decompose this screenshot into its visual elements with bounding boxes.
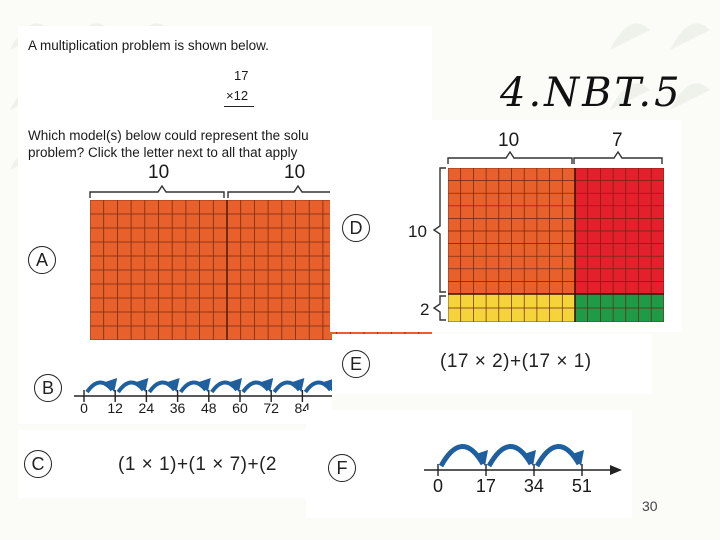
option-f-jump-arc (438, 444, 486, 468)
option-b-tick-label: 24 (138, 400, 155, 416)
question-line-1: Which model(s) below could represent the… (28, 128, 309, 143)
multiplier: ×12 (226, 88, 249, 103)
option-b-jump-arc (303, 380, 332, 394)
option-c-panel: C (1 × 1)+(1 × 7)+(2 (18, 430, 318, 498)
option-c-letter[interactable]: C (24, 450, 52, 478)
option-f-arrow-head (524, 450, 536, 466)
option-b-arrow-head (167, 378, 180, 392)
option-f-tick-label: 0 (432, 476, 443, 496)
option-a-label-right: 10 (284, 162, 306, 183)
option-b-jump-arc (85, 380, 114, 394)
option-b-arrow-head (198, 378, 211, 392)
option-f-arrow-head (572, 450, 584, 466)
option-b-jump-arc (147, 380, 177, 394)
option-b-arrow-head (261, 378, 274, 392)
option-f-tick-label: 51 (571, 476, 592, 496)
option-d-grid (448, 168, 664, 322)
option-b-tick-label: 12 (107, 400, 123, 416)
option-d-top-left: 10 (498, 130, 520, 151)
option-f-jump-arc (486, 444, 534, 468)
option-d-side-bottom: 2 (420, 300, 430, 319)
option-f-jump-arc (534, 444, 582, 468)
option-f-letter[interactable]: F (328, 454, 356, 482)
option-b-arrow-head (323, 379, 332, 392)
option-f-panel: F 0 17 34 51 (306, 410, 632, 518)
problem-underline (224, 106, 254, 107)
option-d-panel: 10 7 10 2 D (330, 120, 682, 332)
option-b-arrow-head (230, 378, 242, 392)
option-a-label-left: 10 (148, 162, 170, 183)
option-b-arrow-head (136, 378, 149, 392)
option-b-jump-arc (241, 380, 270, 394)
option-e-letter[interactable]: E (342, 350, 370, 378)
option-b-jump-arc (178, 380, 208, 394)
option-f-arrow-head (476, 450, 488, 466)
option-d-letter[interactable]: D (342, 214, 370, 242)
option-b-number-line (74, 378, 332, 402)
slide-title: 4.NBT.5 (500, 70, 683, 116)
option-b-tick-label: 72 (263, 400, 279, 416)
option-b-jump-arc (272, 380, 301, 394)
option-d-side-top: 10 (408, 222, 427, 241)
option-f-number-line (424, 444, 622, 476)
option-b-tick-label: 60 (232, 400, 248, 416)
page-number: 30 (642, 498, 658, 514)
option-b-arrow-head (292, 378, 305, 392)
option-a-letter[interactable]: A (28, 246, 56, 274)
option-a-braces (89, 184, 428, 198)
option-e-panel: E (17 × 2)+(17 × 1) (332, 334, 652, 394)
option-b-letter[interactable]: B (34, 374, 62, 402)
option-f-tick-label: 17 (475, 476, 496, 496)
option-c-expression: (1 × 1)+(1 × 7)+(2 (118, 454, 277, 475)
option-b-jump-arc (116, 380, 145, 394)
option-e-expression: (17 × 2)+(17 × 1) (440, 351, 592, 372)
option-b-arrow-head (105, 378, 118, 392)
option-b-tick-label: 36 (169, 400, 186, 416)
option-d-side-braces (432, 167, 446, 321)
option-d-top-braces (447, 150, 663, 164)
problem-intro: A multiplication problem is shown below. (28, 38, 269, 53)
option-b-tick-label: 0 (80, 400, 88, 416)
question-line-2: problem? Click the letter next to all th… (28, 145, 298, 160)
multiplicand: 17 (234, 68, 249, 83)
option-f-tick-label: 34 (523, 476, 544, 496)
option-b-panel: B 0 12 24 36 48 60 72 84 (18, 340, 332, 424)
option-d-top-right: 7 (612, 130, 623, 151)
option-b-tick-label: 48 (200, 400, 217, 416)
option-b-jump-arc (210, 380, 239, 394)
